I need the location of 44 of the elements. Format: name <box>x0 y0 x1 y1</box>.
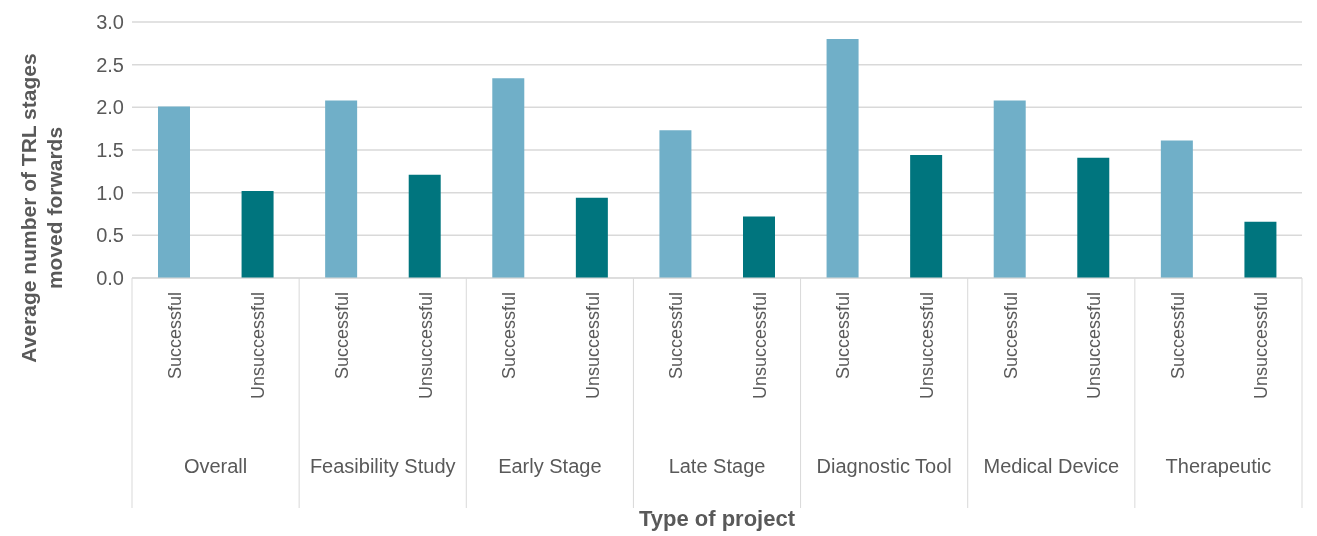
y-tick-label: 2.5 <box>96 53 124 76</box>
text: Early Stage <box>498 455 602 478</box>
x-tick-label: Successful <box>499 292 520 380</box>
bar <box>241 190 274 278</box>
x-tick-label: Unsuccessful <box>1084 292 1105 400</box>
text: Therapeutic <box>1165 455 1272 478</box>
x-tick-label: Unsuccessful <box>749 292 770 400</box>
bar <box>1160 140 1193 278</box>
x-tick-label: Unsuccessful <box>916 292 937 400</box>
x-tick-label: Successful <box>331 292 352 380</box>
bar <box>910 155 943 278</box>
bar <box>1244 221 1277 278</box>
x-axis-title: Type of project <box>638 506 796 531</box>
text: Overall <box>183 455 248 478</box>
bar <box>1077 157 1110 278</box>
text: Medical Device <box>983 455 1120 478</box>
y-tick-label: 1.5 <box>96 139 124 162</box>
y-tick-label: 0.0 <box>96 267 124 290</box>
bar <box>325 100 358 278</box>
x-tick-label: Successful <box>164 292 185 380</box>
x-tick-label: Unsuccessful <box>1251 292 1272 400</box>
x-tick-label: Successful <box>666 292 687 380</box>
x-tick-label: Unsuccessful <box>248 292 269 400</box>
y-tick-label: 1.0 <box>96 181 124 204</box>
y-tick-label: 0.5 <box>96 224 124 247</box>
text: Late Stage <box>668 455 766 478</box>
x-tick-label: Successful <box>833 292 854 380</box>
bar <box>575 197 608 278</box>
y-tick-label: 3.0 <box>96 11 124 34</box>
x-tick-label: Successful <box>1000 292 1021 380</box>
text: Feasibility Study <box>309 455 456 478</box>
x-tick-label: Successful <box>1167 292 1188 380</box>
bar <box>659 130 692 278</box>
bar <box>158 106 190 278</box>
text: Diagnostic Tool <box>816 455 952 478</box>
y-axis-title: Average number of TRL stages moved forwards <box>17 53 66 363</box>
bar <box>492 78 525 278</box>
y-tick-label: 2.0 <box>96 96 124 119</box>
bar <box>826 39 859 278</box>
x-tick-label: Unsuccessful <box>582 292 603 400</box>
bar <box>743 216 775 278</box>
x-tick-label: Unsuccessful <box>415 292 436 400</box>
bar <box>993 100 1026 278</box>
bar <box>408 174 441 278</box>
